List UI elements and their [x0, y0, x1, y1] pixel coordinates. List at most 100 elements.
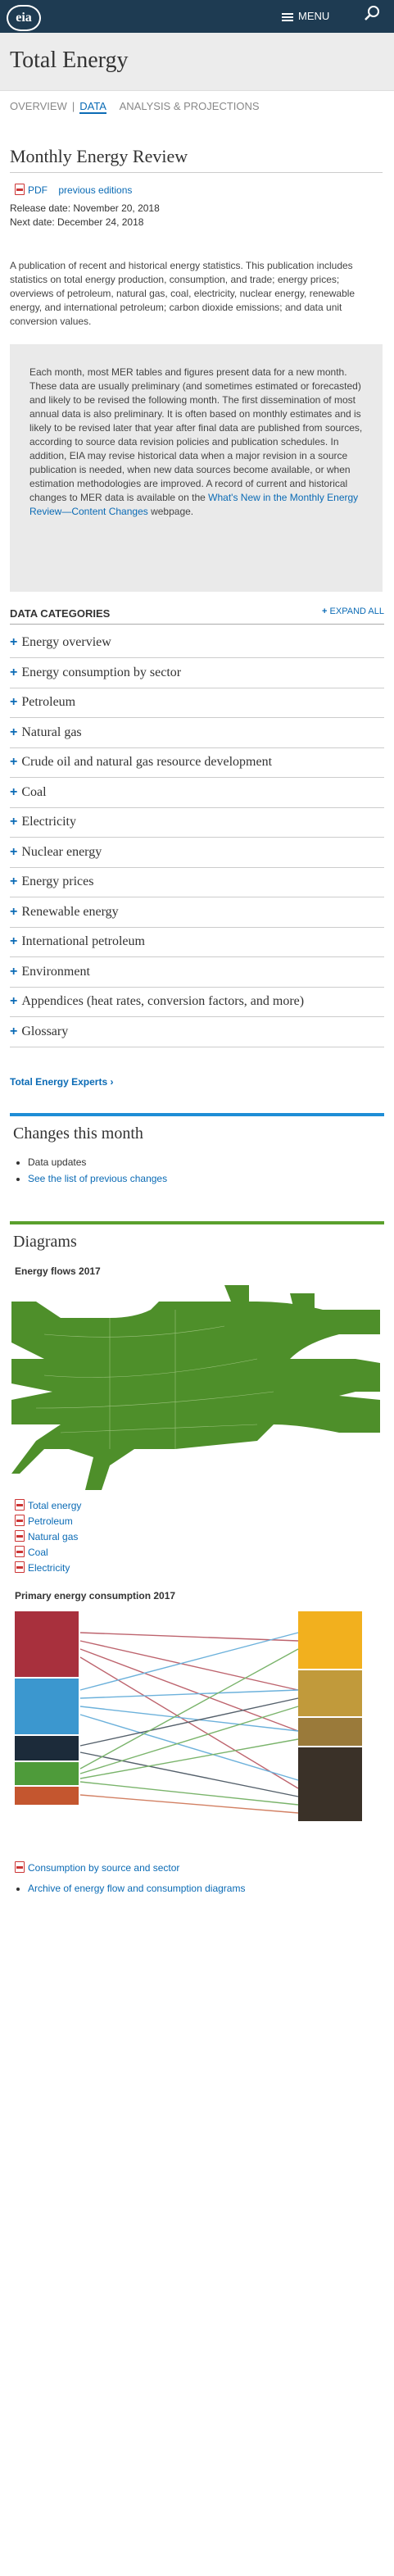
- petroleum-flow-link[interactable]: Petroleum: [28, 1515, 73, 1527]
- revision-note: Each month, most MER tables and figures …: [10, 344, 383, 592]
- category-item[interactable]: + Petroleum: [10, 688, 384, 718]
- coal-flow-link[interactable]: Coal: [28, 1547, 48, 1558]
- electric-power-block: [298, 1747, 362, 1821]
- eia-logo[interactable]: eia: [7, 5, 41, 31]
- industrial-block: [298, 1670, 362, 1716]
- category-item[interactable]: + Coal: [10, 778, 384, 808]
- list-item: Archive of energy flow and consumption d…: [28, 1880, 245, 1897]
- expand-all-button[interactable]: + EXPAND ALL: [322, 607, 384, 616]
- category-item[interactable]: + Appendices (heat rates, conversion fact…: [10, 987, 384, 1017]
- nuclear-block: [15, 1787, 79, 1805]
- electricity-flow-link[interactable]: Electricity: [28, 1562, 70, 1574]
- expand-plus-icon: +: [10, 784, 18, 799]
- list-item: Petroleum: [15, 1514, 81, 1529]
- expand-plus-icon: +: [10, 934, 18, 948]
- transportation-block: [298, 1611, 362, 1669]
- archive-link[interactable]: Archive of energy flow and consumption d…: [28, 1883, 246, 1894]
- category-item[interactable]: + Crude oil and natural gas resource deve…: [10, 747, 384, 778]
- diagrams-divider: [10, 1221, 384, 1224]
- category-label: Crude oil and natural gas resource devel…: [21, 755, 273, 769]
- menu-label: MENU: [298, 10, 330, 22]
- changes-heading: Changes this month: [13, 1124, 143, 1143]
- list-item: Natural gas: [15, 1529, 81, 1545]
- category-label: Energy prices: [21, 875, 94, 888]
- archive-list: Archive of energy flow and consumption d…: [13, 1880, 245, 1897]
- expand-plus-icon: +: [10, 815, 18, 829]
- expand-plus-icon: +: [10, 755, 18, 769]
- pdf-icon: [15, 1561, 25, 1573]
- total-energy-flow-link[interactable]: Total energy: [28, 1500, 82, 1511]
- category-label: Natural gas: [21, 725, 82, 739]
- whats-new-link[interactable]: What's New in the Monthly Energy Review—…: [29, 492, 359, 517]
- energy-flow-diagram[interactable]: [11, 1285, 380, 1490]
- changes-list: Data updates See the list of previous ch…: [13, 1154, 167, 1187]
- flow-diagram-links: Total energy Petroleum Natural gas Coal …: [15, 1498, 81, 1576]
- category-label: Energy overview: [21, 635, 111, 649]
- menu-button[interactable]: MENU: [282, 10, 329, 22]
- title-band: [0, 33, 394, 91]
- pdf-link[interactable]: PDF: [28, 184, 48, 196]
- expand-plus-icon: +: [10, 964, 18, 979]
- pdf-icon: [15, 1530, 25, 1542]
- stock-change-flow-shape: [290, 1293, 315, 1310]
- category-item[interactable]: + International petroleum: [10, 927, 384, 957]
- category-item[interactable]: + Environment: [10, 957, 384, 988]
- natural-gas-flow-link[interactable]: Natural gas: [28, 1531, 79, 1542]
- consumption-diagram-links: Consumption by source and sector: [15, 1860, 179, 1876]
- category-label: Renewable energy: [21, 904, 119, 919]
- category-item[interactable]: + Energy overview: [10, 628, 384, 658]
- primary-energy-consumption-diagram[interactable]: [15, 1608, 380, 1852]
- pdf-icon: [15, 1499, 25, 1511]
- tab-analysis-projections[interactable]: ANALYSIS & PROJECTIONS: [119, 100, 260, 112]
- note-end: webpage.: [147, 506, 194, 517]
- residential-commercial-block: [298, 1718, 362, 1746]
- pdf-icon: [15, 184, 25, 195]
- pdf-icon: [15, 1515, 25, 1526]
- category-item[interactable]: + Energy consumption by sector: [10, 658, 384, 688]
- consumption-by-source-sector-link[interactable]: Consumption by source and sector: [28, 1862, 180, 1874]
- previous-editions-link[interactable]: previous editions: [58, 184, 133, 196]
- total-energy-experts-link[interactable]: Total Energy Experts ›: [10, 1076, 114, 1088]
- expand-plus-icon: +: [10, 844, 18, 859]
- intro-text: A publication of recent and historical e…: [10, 260, 356, 327]
- changes-divider: [10, 1113, 384, 1116]
- diagrams-heading: Diagrams: [13, 1233, 77, 1251]
- pdf-icon: [15, 1861, 25, 1873]
- renewable-block: [15, 1762, 79, 1785]
- hamburger-icon: [282, 12, 293, 21]
- mer-title: Monthly Energy Review: [10, 146, 383, 173]
- tab-data[interactable]: DATA: [79, 100, 106, 114]
- release-dates: Release date: November 20, 2018 Next dat…: [10, 202, 160, 229]
- release-date: Release date: November 20, 2018: [10, 202, 160, 214]
- category-item[interactable]: + Nuclear energy: [10, 838, 384, 868]
- tab-overview[interactable]: OVERVIEW: [10, 100, 67, 112]
- pdf-icon: [15, 1546, 25, 1557]
- page-title: Total Energy: [10, 48, 129, 73]
- category-label: Energy consumption by sector: [21, 665, 182, 679]
- category-label: Environment: [21, 964, 90, 979]
- category-item[interactable]: + Renewable energy: [10, 897, 384, 928]
- search-icon[interactable]: [364, 5, 380, 21]
- category-item[interactable]: + Electricity: [10, 807, 384, 838]
- exports-flow-shape: [224, 1285, 249, 1306]
- category-item[interactable]: + Energy prices: [10, 867, 384, 897]
- expand-plus-icon: +: [10, 875, 18, 888]
- category-label: Appendices (heat rates, conversion facto…: [21, 994, 305, 1008]
- coal-block: [15, 1736, 79, 1760]
- category-label: Coal: [21, 784, 47, 799]
- natural-gas-block: [15, 1679, 79, 1734]
- list-item: See the list of previous changes: [28, 1170, 167, 1187]
- energy-flow-shape: [11, 1302, 380, 1490]
- pdf-row: PDF previous editions: [15, 184, 132, 196]
- primary-consumption-title: Primary energy consumption 2017: [15, 1590, 176, 1601]
- list-item: Data updates: [28, 1154, 167, 1170]
- previous-changes-link[interactable]: See the list of previous changes: [28, 1173, 168, 1184]
- category-item[interactable]: + Natural gas: [10, 718, 384, 748]
- data-categories-heading: DATA CATEGORIES: [10, 607, 111, 620]
- consumption-flow-lines: [79, 1632, 299, 1814]
- expand-plus-icon: +: [10, 695, 18, 709]
- expand-plus-icon: +: [10, 1024, 18, 1038]
- category-item[interactable]: + Glossary: [10, 1017, 384, 1047]
- list-item: Coal: [15, 1545, 81, 1561]
- category-label: International petroleum: [21, 934, 145, 948]
